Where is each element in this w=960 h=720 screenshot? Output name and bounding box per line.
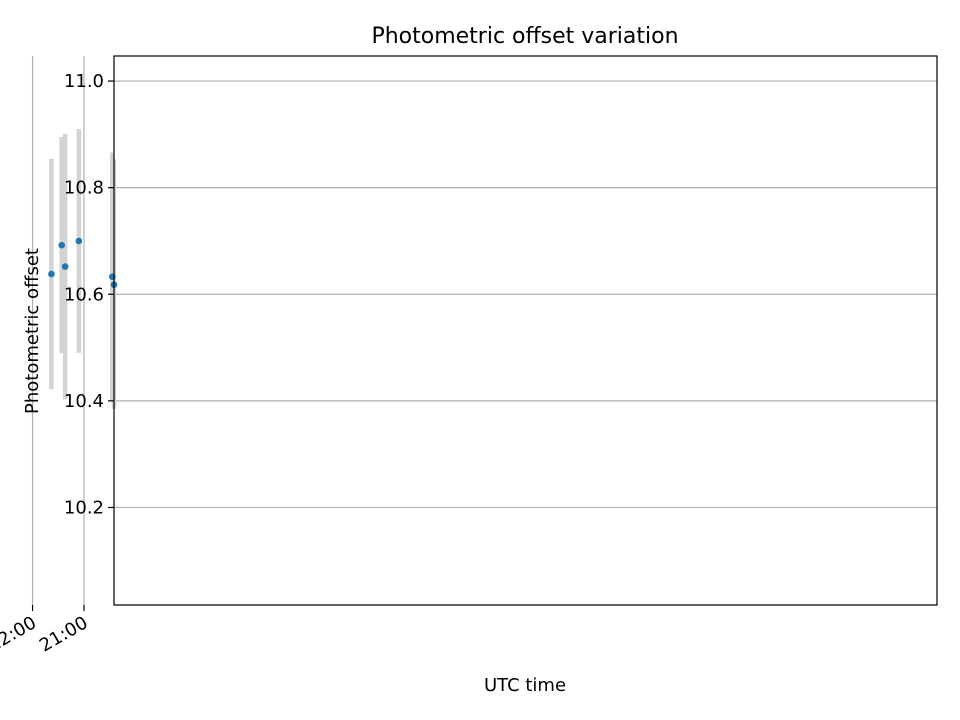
y-tick-label: 10.2 — [64, 497, 104, 518]
plot-area — [114, 56, 937, 605]
data-point — [75, 237, 83, 245]
y-tick-label: 10.8 — [64, 178, 104, 199]
data-point — [61, 263, 69, 270]
data-points — [48, 237, 118, 288]
plot-frame — [113, 55, 938, 606]
chart-title: Photometric offset variation — [371, 24, 678, 49]
grid — [31, 56, 937, 605]
y-axis-ticks: 10.2 10.4 10.6 10.8 11.0 — [64, 71, 114, 518]
y-axis-title: Photometric offset — [22, 248, 43, 414]
y-tick-label: 11.0 — [64, 71, 104, 92]
y-tick-label: 10.4 — [64, 391, 104, 412]
data-point — [48, 270, 55, 278]
data-point — [58, 241, 66, 249]
y-tick-label: 10.6 — [64, 284, 104, 305]
x-axis-title: UTC time — [484, 675, 566, 696]
